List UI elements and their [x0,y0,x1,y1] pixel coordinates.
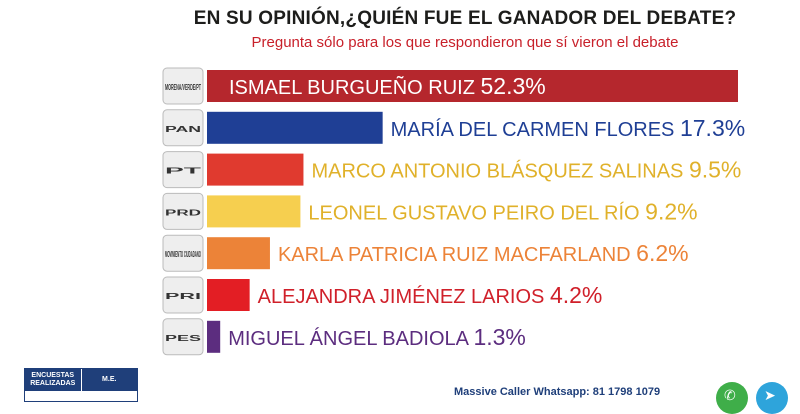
party-logo-label-1: MORENA/VERDE/PT [165,83,201,92]
party-logo-label-6: PRI [165,292,201,301]
party-logo-label-5: MOVIMIENTO CIUDADANO [165,250,201,259]
bar-label-1: ISMAEL BURGUEÑO RUIZ 52.3% [229,73,546,99]
party-logo-1 [162,67,204,105]
party-logo-2 [162,109,204,147]
party-logo-4 [162,192,204,230]
party-logo-label-3: PT [165,167,201,176]
table-header-me: M.E. [80,369,137,391]
bar-label-7: MIGUEL ÁNGEL BADIOLA 1.3% [228,324,526,350]
bar-label-3: MARCO ANTONIO BLÁSQUEZ SALINAS 9.5% [311,157,741,183]
bar-label-5: KARLA PATRICIA RUIZ MACFARLAND 6.2% [278,240,689,266]
party-logo-label-2: PAN [165,125,201,134]
survey-table: ENCUESTAS REALIZADAS M.E. [24,368,138,402]
bar-label-6: ALEJANDRA JIMÉNEZ LARIOS 4.2% [258,282,603,308]
table-header-surveys: ENCUESTAS REALIZADAS [25,369,81,391]
chart-subtitle: Pregunta sólo para los que respondieron … [251,34,679,51]
bar-2 [207,111,383,144]
bar-chart: MORENA/VERDE/PT ISMAEL BURGUEÑO RUIZ 52.3… [162,67,746,356]
bar-6 [207,279,250,311]
party-logo-7 [162,318,204,356]
bar-5 [207,237,270,270]
bar-3 [207,153,304,186]
party-logo-label-7: PES [165,334,202,343]
telegram-icon[interactable]: ➤ [756,382,788,414]
bar-4 [207,195,301,228]
bar-7 [207,320,221,353]
contact-text: Massive Caller Whatsapp: 81 1798 1079 [454,386,661,398]
whatsapp-icon[interactable]: ✆ [716,382,748,414]
bar-label-2: MARÍA DEL CARMEN FLORES 17.3% [391,115,746,141]
party-logo-label-4: PRD [165,208,201,217]
party-logo-5 [162,234,204,272]
party-logo-3 [162,151,204,189]
bar-1 [207,70,738,102]
chart-title: EN SU OPINIÓN,¿QUIÉN FUE EL GANADOR DEL … [193,8,737,29]
bar-label-4: LEONEL GUSTAVO PEIRO DEL RÍO 9.2% [308,198,697,224]
party-logo-6 [162,276,204,314]
